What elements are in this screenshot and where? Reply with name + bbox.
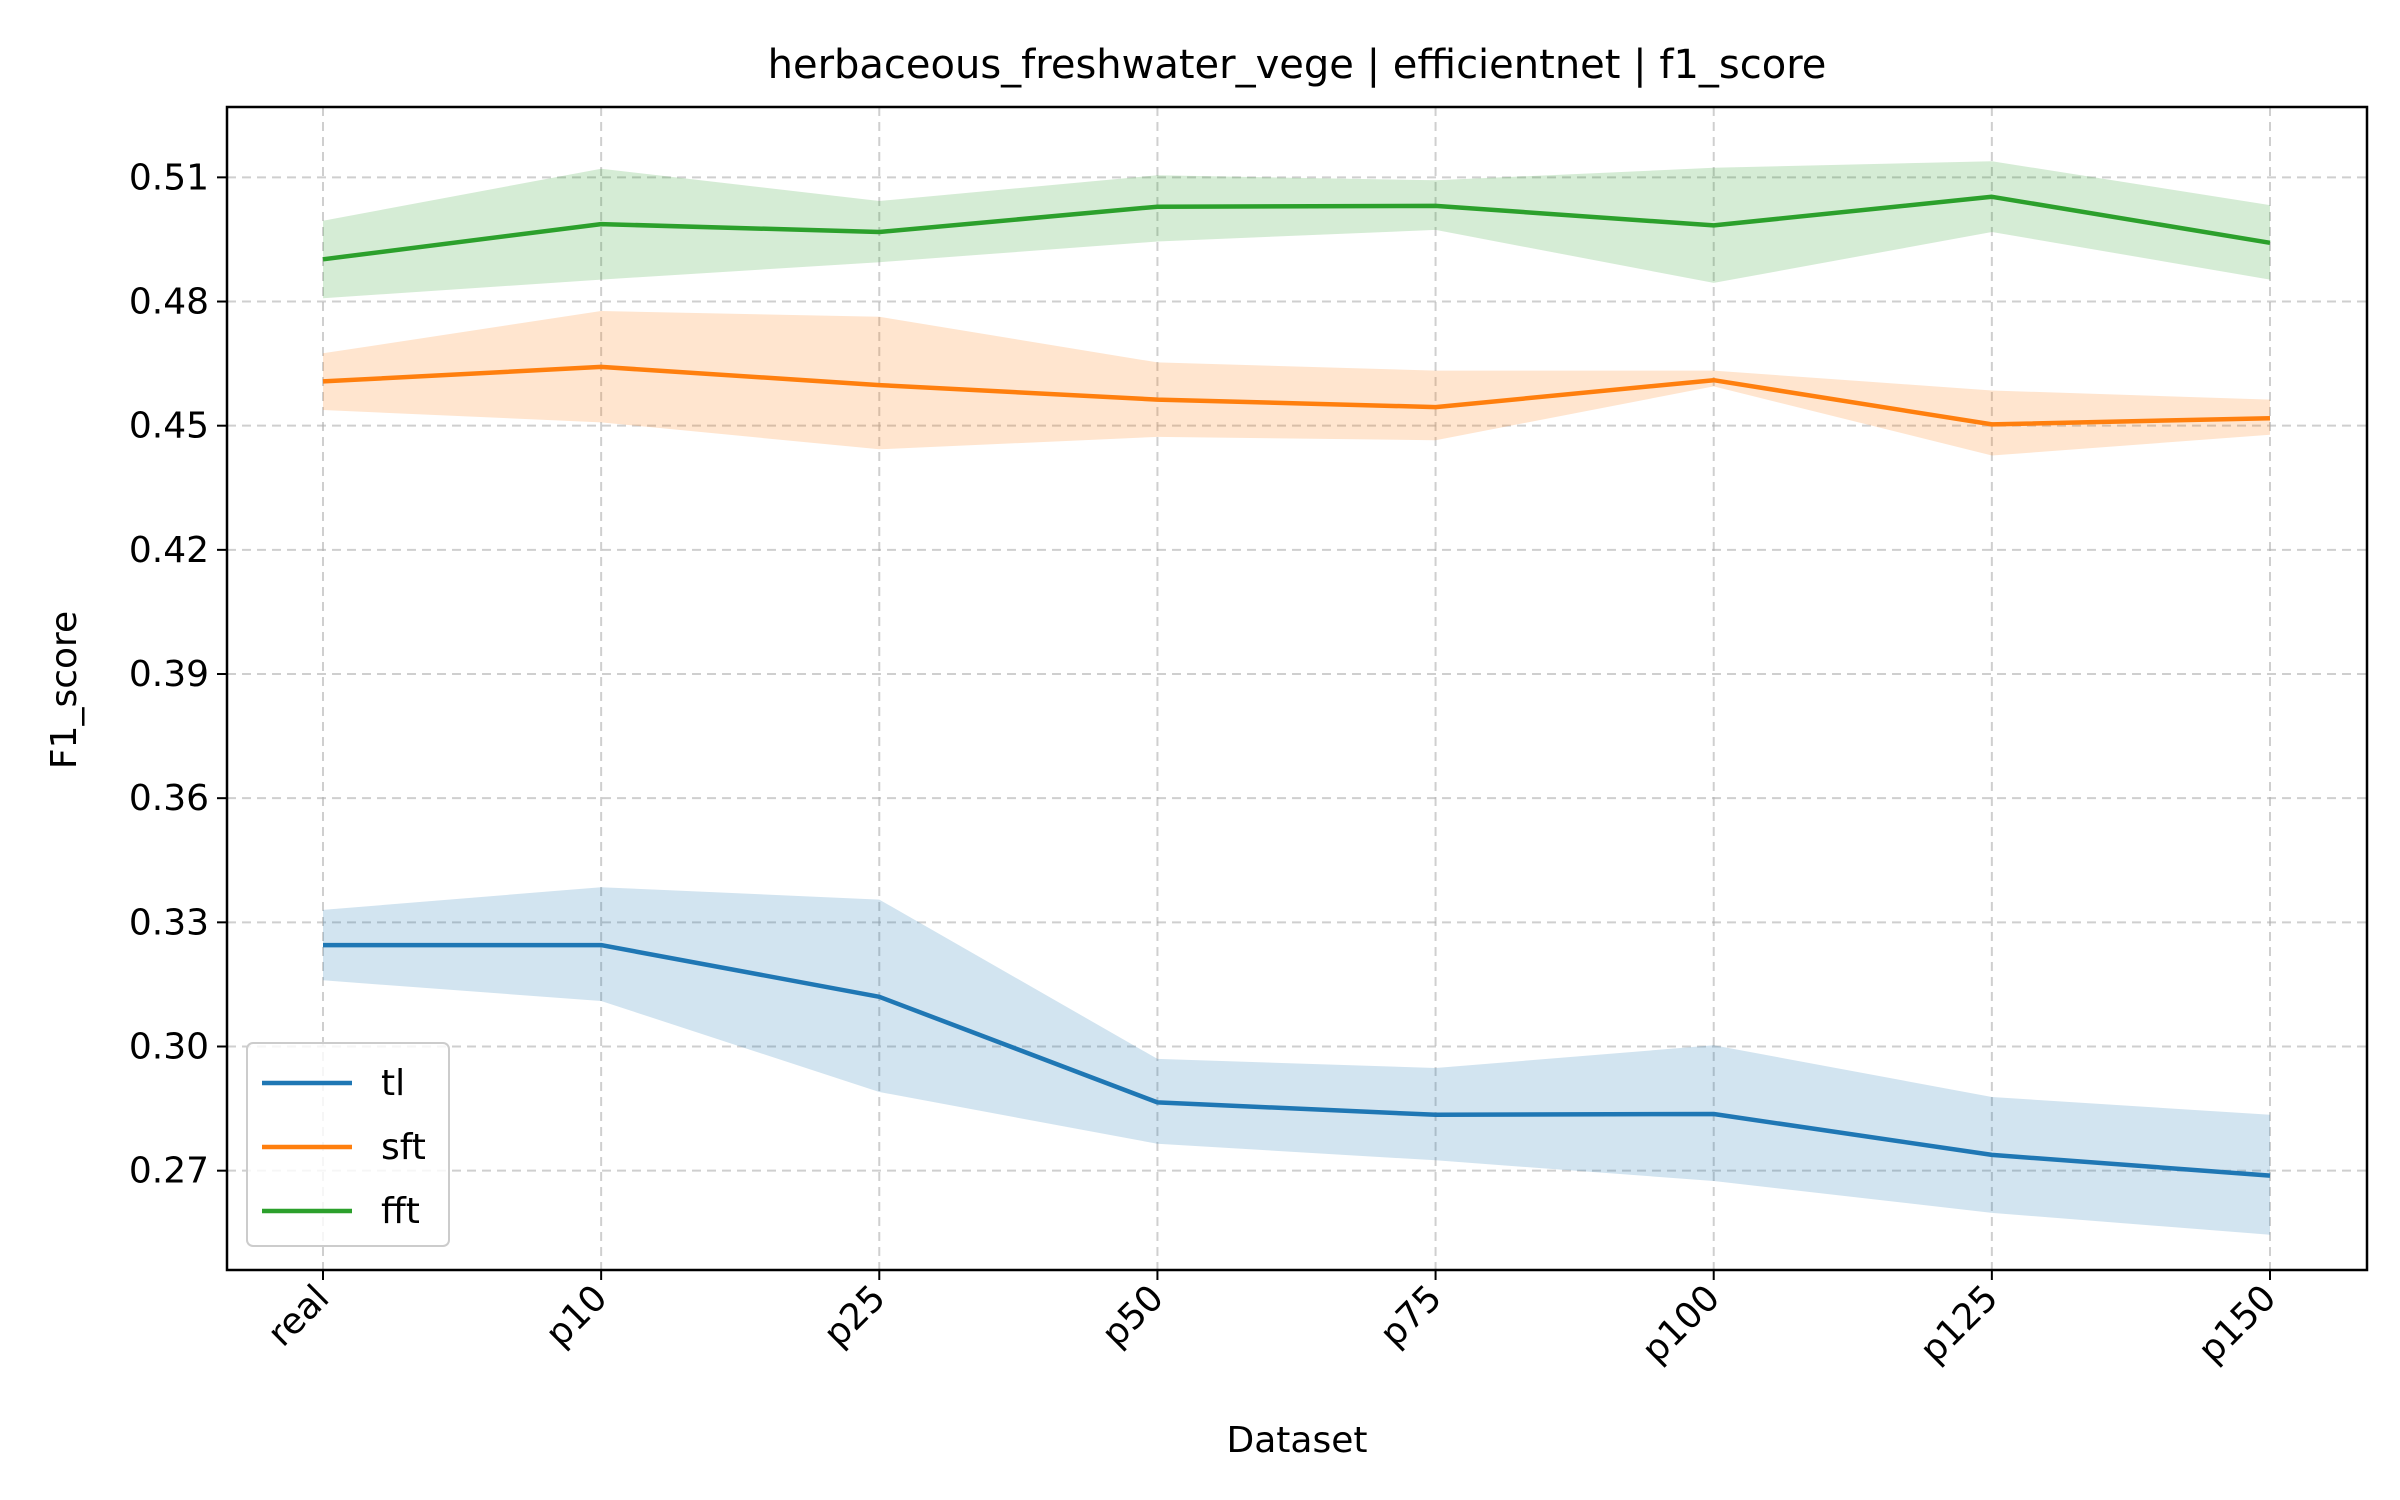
series-line-tl bbox=[323, 942, 2271, 1178]
grid-lines bbox=[227, 107, 2367, 1270]
y-tick-label: 0.51 bbox=[129, 157, 209, 198]
plot-area-frame bbox=[225, 105, 2369, 1272]
y-tick-label: 0.30 bbox=[129, 1027, 209, 1068]
y-tick-label: 0.27 bbox=[129, 1151, 209, 1192]
band-fft bbox=[323, 161, 2270, 299]
y-tick-label: 0.48 bbox=[129, 282, 209, 323]
x-axis-title: Dataset bbox=[1227, 1420, 1368, 1461]
series-lines bbox=[322, 194, 2271, 1178]
legend-box bbox=[246, 1042, 450, 1247]
legend: tl sft fft bbox=[246, 1042, 450, 1247]
y-tick-label: 0.33 bbox=[129, 902, 209, 943]
confidence-bands bbox=[323, 161, 2270, 1235]
y-tick-label: 0.45 bbox=[129, 406, 209, 447]
legend-label-tl: tl bbox=[381, 1063, 405, 1104]
y-tick-label: 0.42 bbox=[129, 530, 209, 571]
legend-label-fft: fft bbox=[381, 1191, 420, 1232]
y-axis-title: F1_score bbox=[44, 611, 85, 769]
legend-label-sft: sft bbox=[381, 1127, 426, 1168]
band-tl bbox=[323, 887, 2270, 1235]
band-sft bbox=[323, 311, 2270, 456]
series-line-sft bbox=[322, 364, 2271, 427]
y-tick-label: 0.39 bbox=[129, 654, 209, 695]
chart-title: herbaceous_freshwater_vege | efficientne… bbox=[768, 42, 1827, 88]
series-line-fft bbox=[322, 194, 2271, 262]
y-tick-label: 0.36 bbox=[129, 778, 209, 819]
